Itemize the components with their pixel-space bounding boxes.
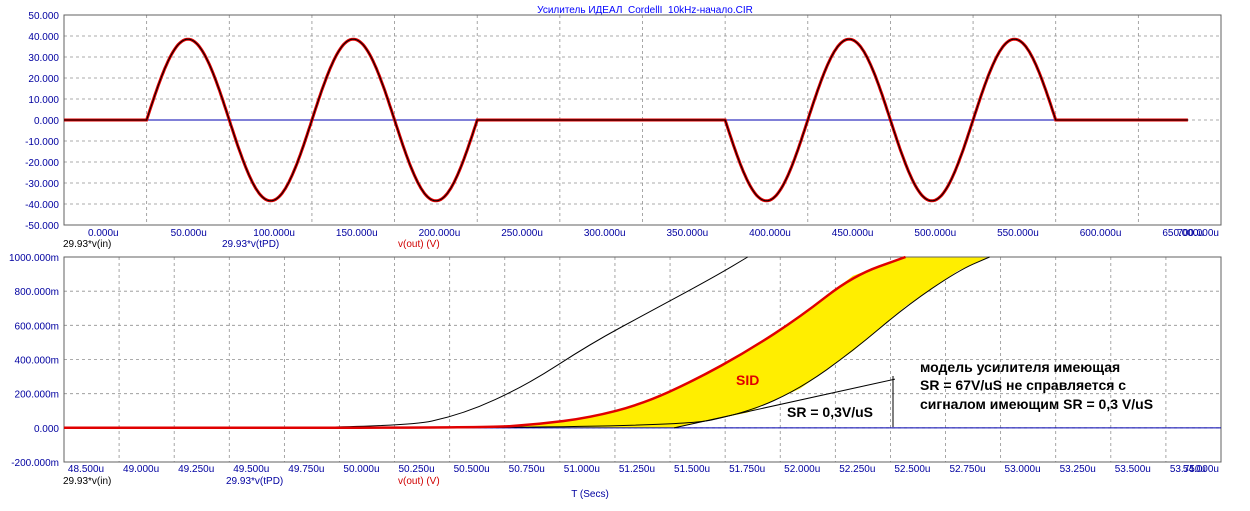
top-x-tick-label: 400.000u bbox=[749, 228, 791, 239]
top-x-tick-label: 0.000u bbox=[88, 228, 119, 239]
bottom-x-tick-label: 50.750u bbox=[509, 464, 545, 475]
bottom-x-tick-label: 50.250u bbox=[398, 464, 434, 475]
top-x-tick-label: 700.000u bbox=[1177, 228, 1219, 239]
top-x-tick-label: 500.000u bbox=[914, 228, 956, 239]
bottom-x-tick-label: 53.750u bbox=[1170, 464, 1206, 475]
top-x-tick-label: 100.000u bbox=[253, 228, 295, 239]
bottom-x-tick-label: 49.500u bbox=[233, 464, 269, 475]
top-y-tick-label: 20.000 bbox=[28, 74, 59, 85]
top-x-tick-label: 600.000u bbox=[1080, 228, 1122, 239]
note-line-3: сигналом имеющим SR = 0,3 V/uS bbox=[920, 396, 1153, 412]
top-y-tick-label: 0.000 bbox=[34, 116, 59, 127]
bottom-x-tick-label: 52.500u bbox=[894, 464, 930, 475]
top-series-in bbox=[64, 38, 1188, 202]
top-x-tick-label: 150.000u bbox=[336, 228, 378, 239]
bottom-y-tick-label: 800.000m bbox=[15, 287, 59, 298]
bottom-x-tick-label: 51.500u bbox=[674, 464, 710, 475]
bottom-legend-in: 29.93*v(in) bbox=[63, 476, 111, 487]
sid-fill-area bbox=[64, 257, 990, 428]
bottom-series-out bbox=[64, 255, 906, 430]
top-x-tick-label: 650.000u bbox=[1162, 228, 1204, 239]
top-x-tick-label: 250.000u bbox=[501, 228, 543, 239]
top-legend-out: v(out) (V) bbox=[398, 239, 440, 250]
bottom-x-tick-label: 50.500u bbox=[454, 464, 490, 475]
bottom-plot-frame bbox=[63, 256, 1222, 463]
bottom-y-tick-label: -200.000m bbox=[11, 458, 59, 469]
bottom-y-tick-label: 1000.000m bbox=[9, 253, 59, 264]
bottom-x-tick-label: 51.750u bbox=[729, 464, 765, 475]
top-x-tick-label: 350.000u bbox=[667, 228, 709, 239]
top-x-tick-label: 200.000u bbox=[419, 228, 461, 239]
top-legend-in: 29.93*v(in) bbox=[63, 239, 111, 250]
bottom-x-tick-label: 53.000u bbox=[1005, 464, 1041, 475]
top-y-tick-label: 30.000 bbox=[28, 53, 59, 64]
sr-slope-line bbox=[673, 378, 896, 429]
bottom-x-tick-label: 53.500u bbox=[1115, 464, 1151, 475]
bottom-legend-out: v(out) (V) bbox=[398, 476, 440, 487]
top-y-tick-label: 40.000 bbox=[28, 32, 59, 43]
bottom-x-tick-label: 49.000u bbox=[123, 464, 159, 475]
bottom-legend-pd: 29.93*v(tPD) bbox=[226, 476, 283, 487]
bottom-x-tick-label: 48.500u bbox=[68, 464, 104, 475]
bottom-x-tick-label: 52.750u bbox=[949, 464, 985, 475]
top-x-tick-label: 450.000u bbox=[832, 228, 874, 239]
bottom-x-tick-label: 52.250u bbox=[839, 464, 875, 475]
top-x-tick-label: 300.000u bbox=[584, 228, 626, 239]
top-y-tick-label: 10.000 bbox=[28, 95, 59, 106]
top-x-tick-label: 50.000u bbox=[171, 228, 207, 239]
top-y-tick-label: -50.000 bbox=[25, 221, 59, 232]
bottom-x-tick-label: 52.000u bbox=[784, 464, 820, 475]
bottom-x-tick-label: 51.000u bbox=[564, 464, 600, 475]
bottom-x-tick-label: 53.250u bbox=[1060, 464, 1096, 475]
note-line-1: модель усилителя имеющая bbox=[920, 359, 1120, 375]
bottom-panel: 1000.000m 800.000m 600.000m 400.000m 200.000… bbox=[9, 253, 1222, 500]
top-panel: 50.000 40.000 30.000 20.000 10.000 0.000 -10.0… bbox=[25, 11, 1222, 250]
bottom-x-tick-label: 54.000u bbox=[1183, 464, 1219, 475]
top-legend-pd: 29.93*v(tPD) bbox=[222, 239, 279, 250]
chart-title: Усилитель ИДЕАЛ_CordellI_10kHz-начало.CI… bbox=[537, 5, 753, 16]
note-line-2: SR = 67V/uS не справляется с bbox=[920, 377, 1126, 393]
top-y-tick-label: 50.000 bbox=[28, 11, 59, 22]
bottom-y-tick-label: 200.000m bbox=[15, 390, 59, 401]
x-axis-label: T (Secs) bbox=[571, 489, 609, 500]
bottom-y-tick-label: 0.000 bbox=[34, 424, 59, 435]
bottom-y-tick-label: 400.000m bbox=[15, 356, 59, 367]
top-y-tick-label: -20.000 bbox=[25, 158, 59, 169]
bottom-x-tick-label: 50.000u bbox=[343, 464, 379, 475]
top-x-tick-label: 550.000u bbox=[997, 228, 1039, 239]
top-y-tick-label: -30.000 bbox=[25, 179, 59, 190]
bottom-y-tick-label: 600.000m bbox=[15, 321, 59, 332]
top-y-tick-label: -10.000 bbox=[25, 137, 59, 148]
bottom-x-tick-label: 49.250u bbox=[178, 464, 214, 475]
bottom-x-tick-label: 51.250u bbox=[619, 464, 655, 475]
bottom-x-tick-label: 49.750u bbox=[288, 464, 324, 475]
top-y-tick-label: -40.000 bbox=[25, 200, 59, 211]
sr-label: SR = 0,3V/uS bbox=[787, 404, 873, 420]
sid-label: SID bbox=[736, 372, 759, 388]
